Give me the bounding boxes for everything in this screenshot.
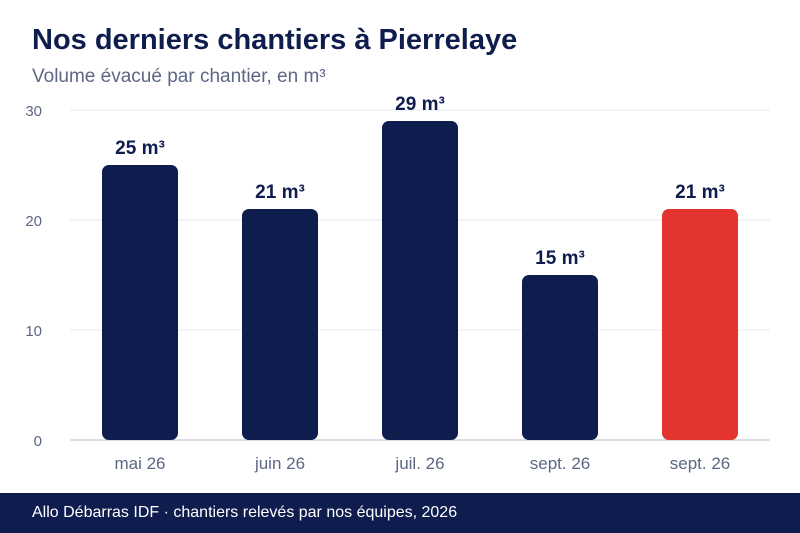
bar-value-label: 29 m³ bbox=[395, 94, 445, 115]
bars bbox=[102, 121, 738, 440]
x-tick-label: juin 26 bbox=[254, 454, 305, 473]
bar bbox=[242, 209, 318, 440]
x-tick-label: mai 26 bbox=[114, 454, 165, 473]
bar-chart: 0 10 20 30 25 m³ 21 m³ 29 m³ 15 m³ 21 m³ mai 26… bbox=[25, 94, 770, 473]
x-axis: mai 26 juin 26 juil. 26 sept. 26 sept. 26 bbox=[114, 454, 730, 473]
bar-value-label: 25 m³ bbox=[115, 138, 165, 159]
data-labels: 25 m³ 21 m³ 29 m³ 15 m³ 21 m³ bbox=[115, 94, 725, 269]
y-tick-label: 20 bbox=[25, 213, 42, 230]
footer-source: Allo Débarras IDF · chantiers relevés pa… bbox=[32, 504, 458, 521]
x-tick-label: sept. 26 bbox=[530, 454, 591, 473]
bar-value-label: 21 m³ bbox=[675, 182, 725, 203]
y-axis: 0 10 20 30 bbox=[25, 103, 42, 450]
bar bbox=[662, 209, 738, 440]
bar bbox=[382, 121, 458, 440]
chart-title: Nos derniers chantiers à Pierrelaye bbox=[32, 24, 518, 56]
y-tick-label: 10 bbox=[25, 323, 42, 340]
x-tick-label: juil. 26 bbox=[394, 454, 444, 473]
y-tick-label: 30 bbox=[25, 103, 42, 120]
bar-value-label: 15 m³ bbox=[535, 248, 585, 269]
y-tick-label: 0 bbox=[34, 433, 42, 450]
bar bbox=[522, 275, 598, 440]
bar bbox=[102, 165, 178, 440]
x-tick-label: sept. 26 bbox=[670, 454, 731, 473]
chart-subtitle: Volume évacué par chantier, en m³ bbox=[32, 66, 326, 87]
footer-bar: Allo Débarras IDF · chantiers relevés pa… bbox=[0, 493, 800, 533]
bar-value-label: 21 m³ bbox=[255, 182, 305, 203]
